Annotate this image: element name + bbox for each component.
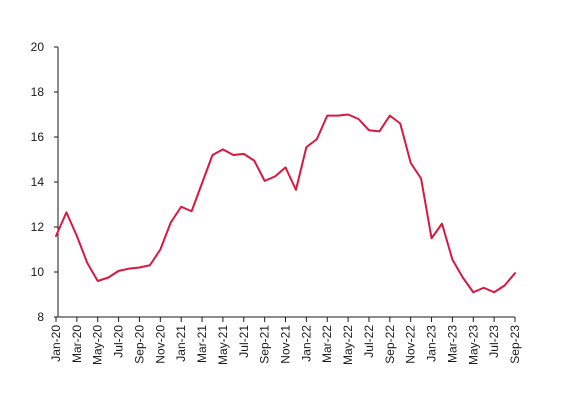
x-tick-label: Jul-23: [487, 325, 501, 358]
x-tick-label: Jul-20: [112, 325, 126, 358]
x-tick-label: Jan-22: [299, 325, 313, 362]
y-tick-label: 12: [31, 220, 45, 234]
x-tick-label: Nov-20: [153, 325, 167, 364]
x-tick-label: May-22: [341, 325, 355, 365]
x-tick-label: Sep-21: [258, 325, 272, 364]
y-tick-label: 14: [31, 175, 45, 189]
x-tick-label: Jul-22: [362, 325, 376, 358]
x-tick-label: Jul-21: [237, 325, 251, 358]
x-tick-label: Nov-21: [279, 325, 293, 364]
x-tick-label: May-20: [91, 325, 105, 365]
series-line-0: [55, 113, 516, 294]
x-tick-label: Nov-22: [404, 325, 418, 364]
x-tick-label: Jan-23: [425, 325, 439, 362]
x-tick-label: Sep-20: [132, 325, 146, 364]
x-tick-label: May-21: [216, 325, 230, 365]
x-tick-label: Mar-21: [195, 325, 209, 363]
y-tick-label: 8: [37, 310, 44, 324]
x-tick-label: Jan-20: [49, 325, 63, 362]
x-axis: Jan-20 Mar-20 May-20 Jul-20 Sep-20 Nov-20 Jan-…: [49, 316, 522, 365]
y-tick-label: 16: [31, 130, 45, 144]
x-tick-label: Mar-20: [70, 325, 84, 363]
x-tick-label: Mar-22: [320, 325, 334, 363]
y-tick-label: 20: [31, 40, 45, 54]
x-tick-label: Mar-23: [445, 325, 459, 363]
y-tick-label: 10: [31, 265, 45, 279]
series-layer: [55, 113, 516, 294]
y-axis: 8 10 12 14 16 18 20: [31, 40, 59, 324]
x-tick-label: Jan-21: [174, 325, 188, 362]
x-tick-label: Sep-22: [383, 325, 397, 364]
y-tick-label: 18: [31, 85, 45, 99]
x-tick-label: May-23: [466, 325, 480, 365]
x-tick-label: Sep-23: [508, 325, 522, 364]
